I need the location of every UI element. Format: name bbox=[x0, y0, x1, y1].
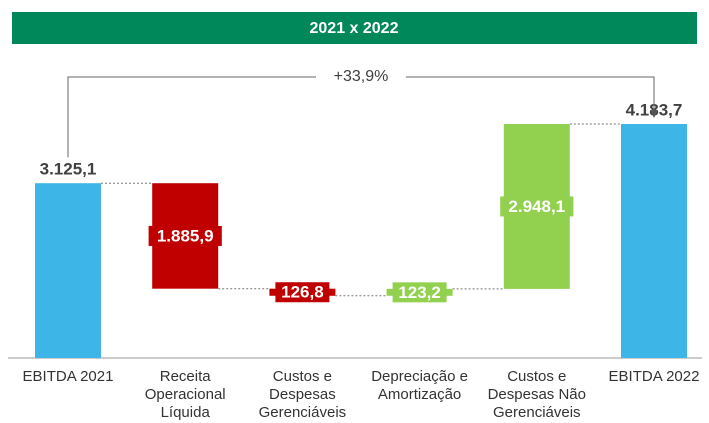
value-label: 1.885,9 bbox=[157, 226, 214, 245]
label-box bbox=[500, 196, 574, 217]
value-label: 126,8 bbox=[281, 283, 324, 302]
label-box bbox=[275, 282, 330, 303]
label-box bbox=[392, 282, 447, 303]
value-label: 123,2 bbox=[398, 283, 441, 302]
x-tick-label: Custos e Despesas Não Gerenciáveis bbox=[487, 368, 586, 421]
value-label: 2.948,1 bbox=[508, 197, 565, 216]
label-box bbox=[148, 225, 222, 246]
x-tick-label: Custos e Despesas Gerenciáveis bbox=[258, 368, 347, 421]
x-tick-label: Receita Operacional Líquida bbox=[144, 368, 226, 421]
arrow-head bbox=[650, 110, 658, 118]
bar bbox=[621, 124, 687, 358]
x-tick-label: EBITDA 2022 bbox=[608, 368, 700, 385]
x-tick-label: EBITDA 2021 bbox=[22, 368, 114, 385]
title-bar bbox=[12, 12, 697, 44]
bar bbox=[35, 183, 101, 358]
annotation: +33,9% bbox=[334, 68, 389, 85]
annotation-bg bbox=[316, 66, 406, 88]
value-label: 3.125,1 bbox=[40, 160, 97, 179]
x-tick-label: Depreciação e Amortização bbox=[371, 368, 468, 403]
chart-title: 2021 x 2022 bbox=[310, 20, 399, 37]
